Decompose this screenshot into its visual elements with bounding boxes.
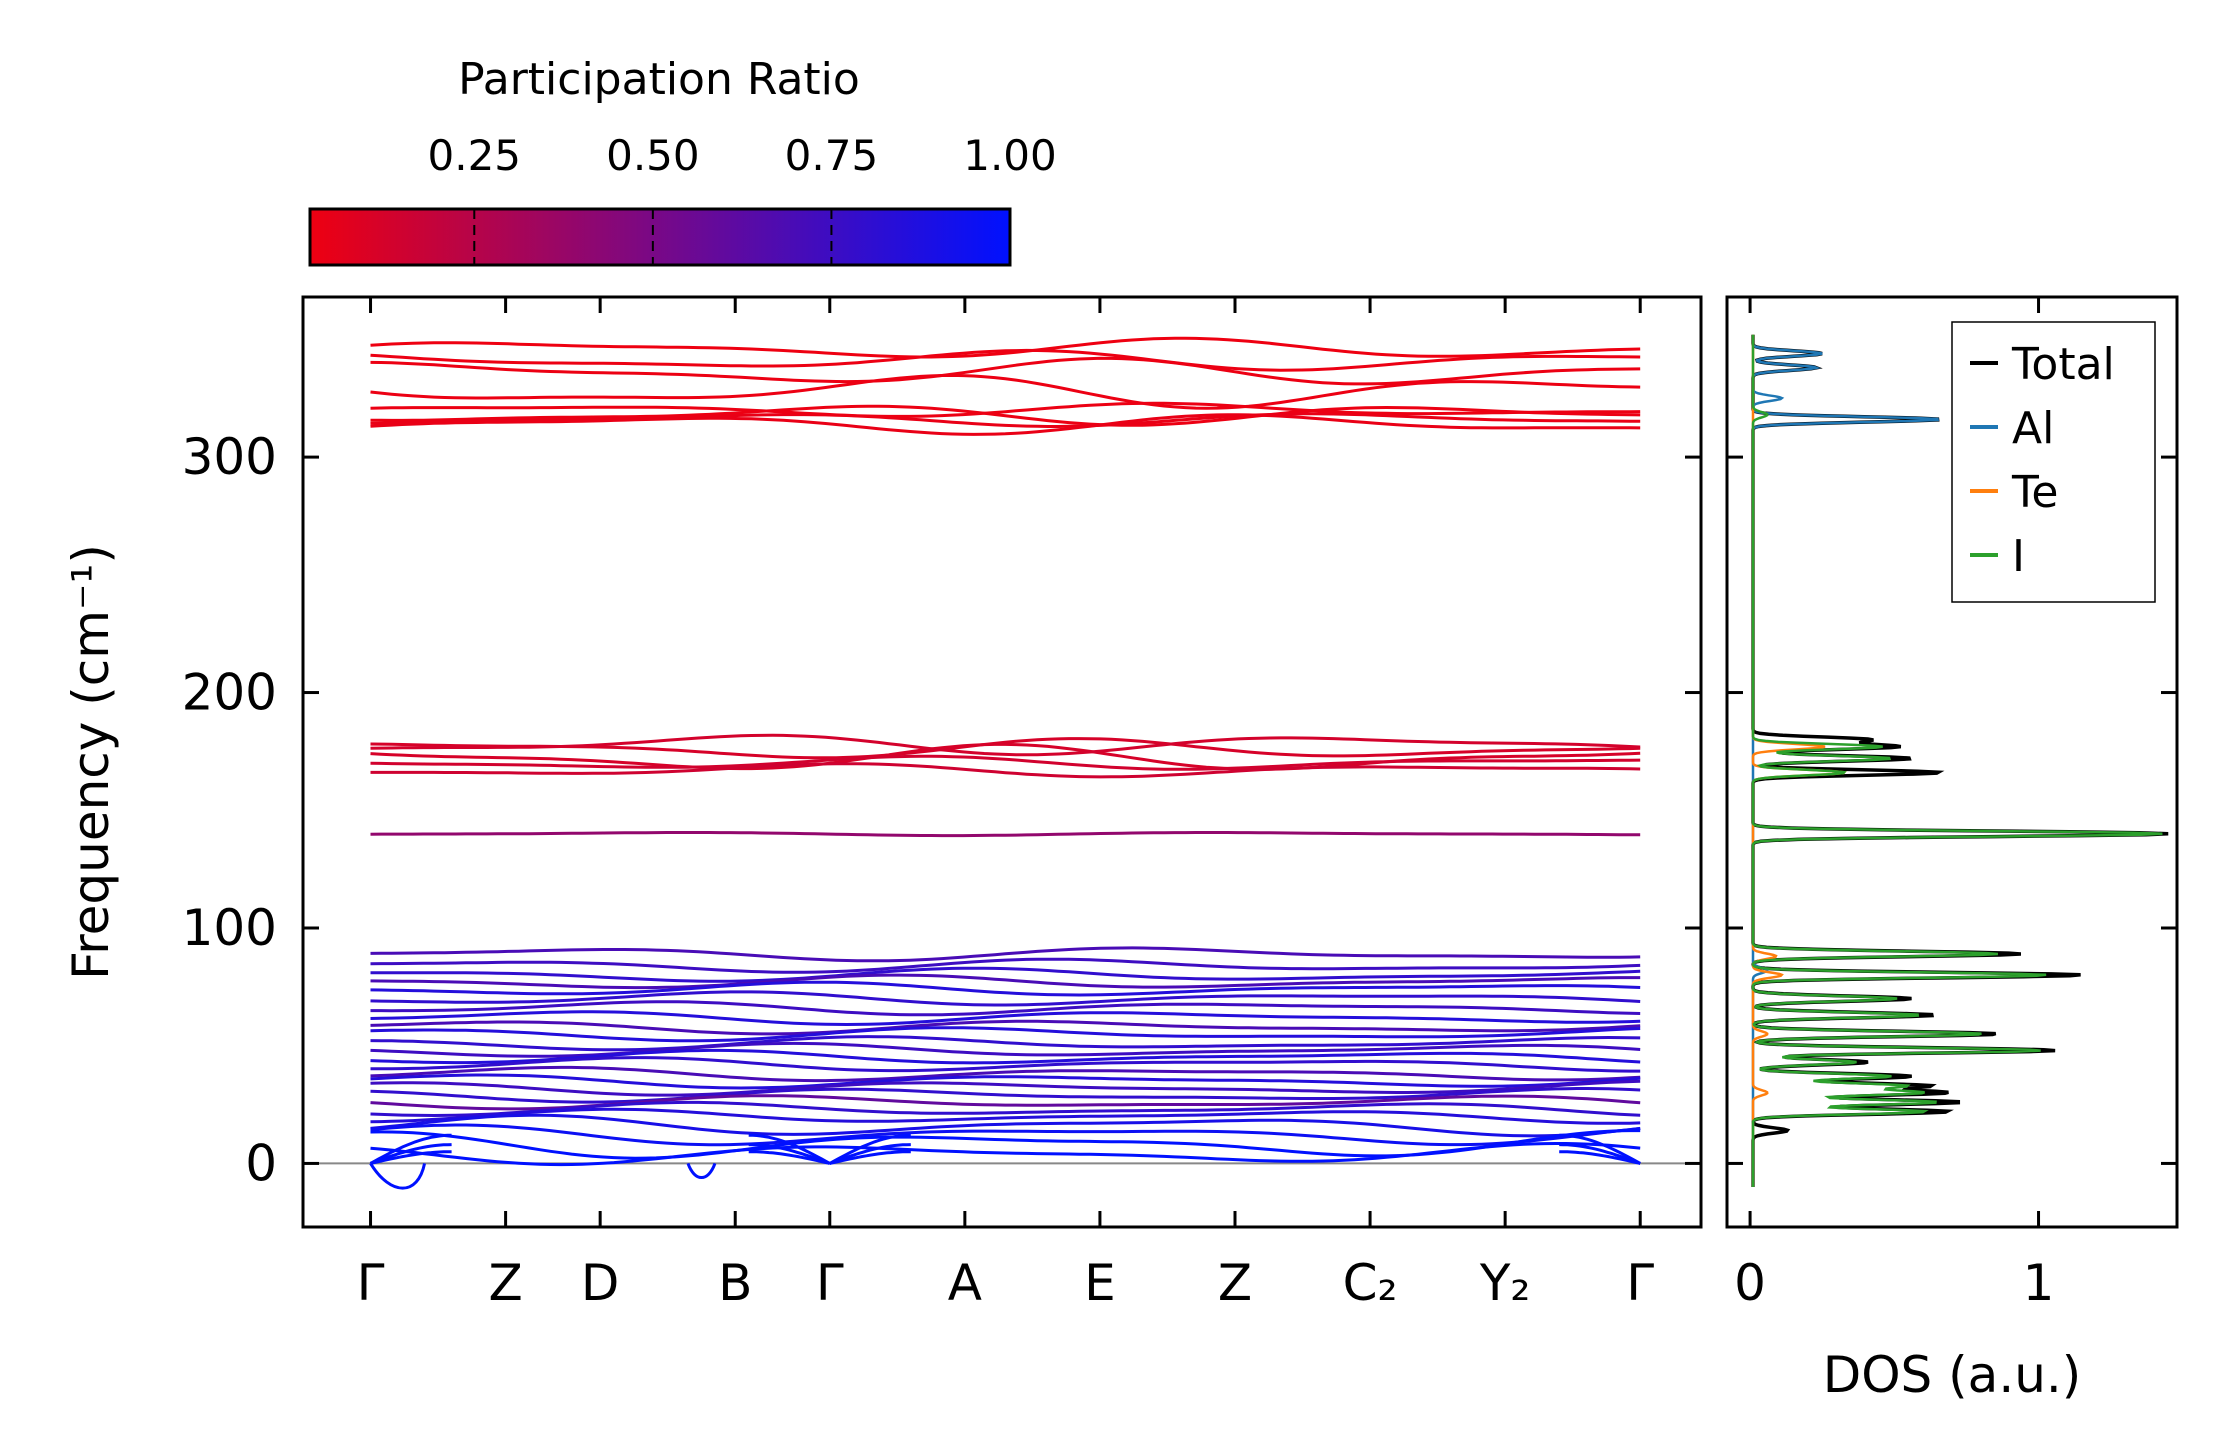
x-tick-label: E (1084, 1254, 1116, 1312)
phonon-band (370, 733, 1641, 757)
y-tick-label: 100 (182, 899, 277, 957)
acoustic-band (748, 1133, 911, 1165)
x-tick-label: Γ (1626, 1254, 1654, 1312)
phonon-band (370, 754, 1641, 771)
dos-plot-frame (1725, 295, 2179, 1229)
acoustic-band (369, 1133, 452, 1165)
phonon-band (370, 1100, 1641, 1118)
phonon-band (370, 990, 1641, 1007)
acoustic-band (748, 1150, 911, 1165)
dos-lines (1751, 334, 2169, 1187)
phonon-band (370, 348, 1641, 372)
band-plot-frame (301, 295, 1703, 1229)
band-lines (303, 336, 1701, 1190)
phonon-band (370, 966, 1641, 983)
phonon-band (370, 1035, 1641, 1052)
x-tick-label: C₂ (1343, 1254, 1398, 1312)
x-tick-label: Y₂ (1479, 1254, 1531, 1312)
phonon-band (370, 373, 1641, 410)
phonon-band (370, 336, 1641, 359)
phonon-band (370, 1065, 1641, 1083)
phonon-band (370, 1073, 1641, 1090)
colorbar-tick-label: 0.75 (785, 131, 879, 180)
phonon-band (370, 412, 1641, 428)
band-structure-panel: Frequency (cm⁻¹) 0 100 200 300 Γ Z D B Γ A E Z C₂ Y₂ Γ (62, 295, 1703, 1312)
colorbar-ticks: 0.25 0.50 0.75 1.00 (428, 131, 1057, 265)
x-tick-label: Γ (816, 1254, 844, 1312)
x-tick-label: A (948, 1254, 982, 1312)
band-axes: 0 100 200 300 Γ Z D B Γ A E Z C₂ Y₂ Γ (182, 297, 1701, 1312)
phonon-band (370, 1041, 1641, 1058)
phonon-band (370, 401, 1641, 418)
x-tick-label: B (718, 1254, 752, 1312)
legend-label-i: I (2012, 531, 2025, 582)
x-tick-label: Z (1218, 1254, 1252, 1312)
soft-mode-dip (369, 1162, 427, 1190)
soft-mode-dip (686, 1162, 717, 1180)
dos-x-tick-label: 0 (1734, 1254, 1766, 1312)
x-tick-label: D (581, 1254, 620, 1312)
acoustic-band (370, 1150, 452, 1165)
phonon-band (370, 1026, 1641, 1043)
x-tick-label: Z (488, 1254, 522, 1312)
y-tick-label: 0 (245, 1134, 277, 1192)
dos-x-axis-label: DOS (a.u.) (1823, 1346, 2082, 1404)
phonon-band (370, 1113, 1641, 1138)
phonon-band (370, 1019, 1641, 1036)
y-tick-label: 200 (182, 664, 277, 722)
acoustic-band (370, 1143, 452, 1165)
x-tick-label: Γ (357, 1254, 385, 1312)
phonon-band (370, 1107, 1641, 1125)
acoustic-band (1559, 1150, 1641, 1165)
colorbar-tick-label: 1.00 (963, 131, 1057, 180)
acoustic-band (748, 1143, 911, 1165)
phonon-band (370, 980, 1641, 997)
phonon-band (370, 1048, 1641, 1065)
phonon-band (370, 831, 1641, 838)
phonon-band (370, 957, 1641, 974)
colorbar-gradient (308, 207, 1012, 267)
legend-label-al: Al (2012, 403, 2054, 454)
colorbar-tick-label: 0.25 (428, 131, 522, 180)
phonon-band (370, 1056, 1641, 1073)
legend-label-te: Te (2011, 467, 2058, 518)
phonon-band (370, 742, 1641, 771)
colorbar-title: Participation Ratio (458, 54, 860, 105)
phonon-band (370, 413, 1641, 436)
phonon-band (370, 973, 1641, 990)
acoustic-band (1559, 1133, 1641, 1165)
legend-label-total: Total (2011, 339, 2115, 390)
phonon-band (370, 1010, 1641, 1027)
phonon-band (370, 1142, 1641, 1167)
colorbar: Participation Ratio 0.25 0.50 0.75 1.00 (308, 54, 1057, 267)
phonon-band (370, 946, 1641, 963)
phonon-band (370, 1123, 1641, 1147)
dos-x-tick-label: 1 (2023, 1254, 2055, 1312)
acoustic-band (1559, 1143, 1641, 1165)
legend-items: Total Al Te I (1970, 339, 2115, 582)
colorbar-tick-label: 0.50 (606, 131, 700, 180)
legend: Total Al Te I (1951, 321, 2156, 603)
phonon-band (370, 1079, 1641, 1097)
phonon-band (370, 1000, 1641, 1017)
phonon-band (370, 404, 1641, 427)
dos-curve-i (1751, 334, 2163, 1187)
phonon-band (370, 1087, 1641, 1104)
y-tick-label: 300 (182, 428, 277, 486)
phonon-band (370, 356, 1641, 386)
y-axis-label: Frequency (cm⁻¹) (62, 544, 120, 980)
phonon-band (370, 762, 1641, 779)
